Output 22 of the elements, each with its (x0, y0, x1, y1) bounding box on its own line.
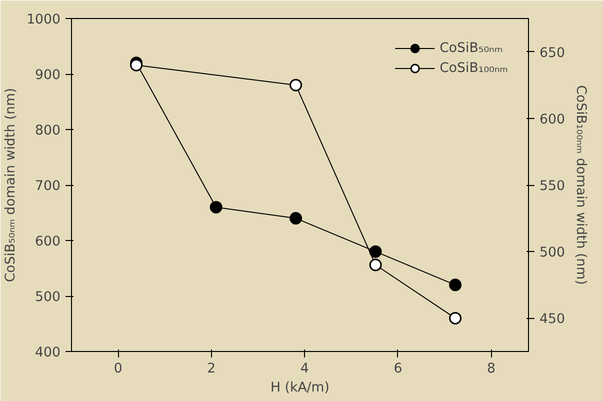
y-tick-label: 1000 (26, 12, 61, 28)
y2-tick-label: 650 (540, 46, 565, 61)
y-tick-label: 800 (35, 124, 61, 138)
x-tick-label: 2 (207, 362, 216, 376)
x-tick-label: 0 (114, 362, 122, 376)
y2-tick-label: 450 (540, 312, 565, 328)
y-tick-label: 400 (35, 346, 61, 360)
y2-axis-title: CoSiB₁₀₀ₙₘ domain width (nm) (572, 85, 588, 285)
x-tick-label: 6 (394, 362, 402, 376)
y-tick-label: 700 (35, 179, 61, 194)
y-tick-label: 500 (35, 290, 61, 305)
y-tick-label: 600 (35, 234, 61, 250)
y2-tick-label: 500 (540, 246, 565, 261)
legend-label: CoSiB₁₀₀ₙₘ (440, 60, 508, 76)
x-axis-title: H (kA/m) (270, 380, 330, 396)
y2-tick-label: 550 (540, 179, 565, 194)
y2-tick-label: 600 (540, 112, 565, 128)
legend-label: CoSiB₅₀ₙₘ (440, 40, 503, 56)
y-tick-label: 900 (35, 68, 61, 83)
y-axis-title: CoSiB₅₀ₙₘ domain width (nm) (4, 88, 19, 282)
x-tick-label: 4 (300, 362, 309, 376)
x-tick-label: 8 (486, 362, 496, 376)
